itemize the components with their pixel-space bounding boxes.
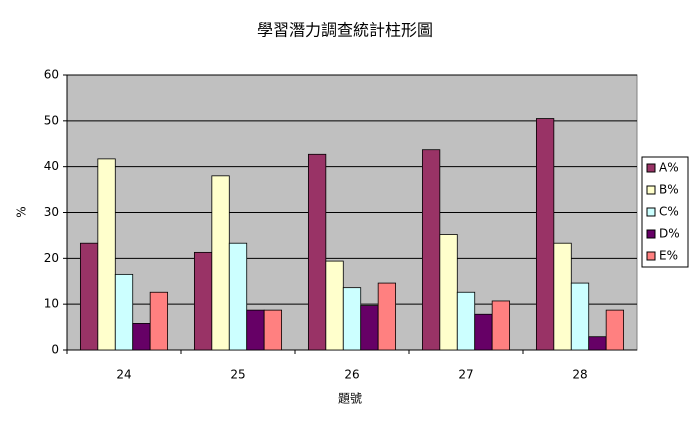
bar <box>246 309 265 351</box>
bar <box>97 158 116 351</box>
legend-label: C% <box>659 205 679 219</box>
chart-title: 學習潛力調查統計柱形圖 <box>257 21 433 40</box>
legend-swatch <box>646 185 656 195</box>
bar <box>474 313 493 351</box>
bar <box>114 273 134 351</box>
bar <box>421 149 441 351</box>
bar <box>456 291 476 351</box>
bar <box>588 336 607 351</box>
bar <box>211 175 230 351</box>
bar <box>149 291 169 351</box>
y-tick-label: 30 <box>44 205 59 219</box>
bar <box>228 242 248 351</box>
legend-label: D% <box>659 227 680 241</box>
y-tick-label: 50 <box>44 113 59 127</box>
bar <box>439 234 458 351</box>
y-tick-label: 10 <box>44 297 59 311</box>
x-tick-label: 24 <box>116 368 131 382</box>
legend-swatch <box>646 251 656 261</box>
legend-label: E% <box>659 249 678 263</box>
legend-swatch <box>646 229 656 239</box>
legend-label: B% <box>659 183 679 197</box>
bar <box>325 260 344 351</box>
bar <box>570 282 590 351</box>
x-tick-label: 26 <box>344 368 359 382</box>
x-axis-label: 題號 <box>338 392 362 406</box>
y-tick-label: 40 <box>44 159 59 173</box>
bar <box>307 153 327 351</box>
legend-swatch <box>646 163 656 173</box>
x-tick-label: 25 <box>230 368 245 382</box>
bar <box>491 300 511 351</box>
bar <box>535 118 555 351</box>
legend-swatch <box>646 207 656 217</box>
bar <box>193 251 213 351</box>
y-tick-label: 0 <box>51 343 59 357</box>
bar <box>132 323 151 351</box>
bar <box>360 305 379 351</box>
y-tick-label: 20 <box>44 251 59 265</box>
bar <box>605 309 625 351</box>
bar <box>553 242 572 351</box>
bar <box>263 309 283 351</box>
bar <box>79 242 99 351</box>
x-tick-label: 28 <box>572 368 587 382</box>
bar <box>377 282 397 351</box>
y-tick-label: 60 <box>44 68 59 82</box>
x-tick-label: 27 <box>458 368 473 382</box>
legend-label: A% <box>659 161 679 175</box>
y-axis-label: % <box>15 206 29 217</box>
bar <box>342 287 362 351</box>
